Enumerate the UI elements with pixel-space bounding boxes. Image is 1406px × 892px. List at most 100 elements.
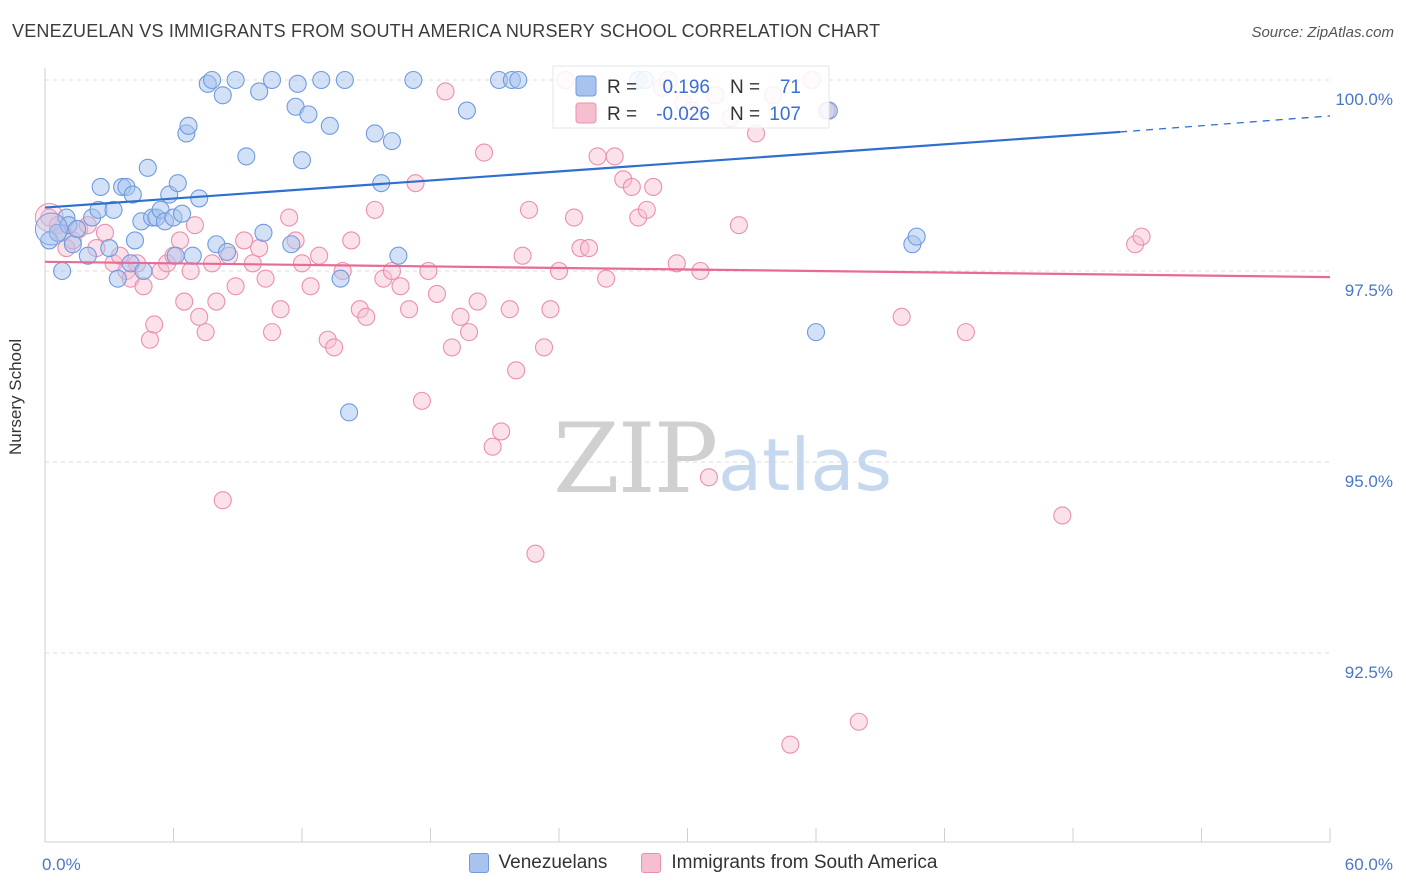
data-point-pink (588, 147, 607, 166)
data-point-blue (53, 261, 72, 281)
data-point-blue (123, 185, 142, 204)
data-point-pink (597, 269, 616, 288)
stat-pink-r-value: -0.026 (656, 104, 710, 125)
data-point-pink (301, 277, 320, 296)
legend-item-venezuelans[interactable]: Venezuelans (468, 852, 608, 874)
y-tick-label: 97.5% (1345, 281, 1393, 300)
data-point-blue (282, 235, 301, 254)
data-point-blue (179, 116, 198, 135)
data-point-blue (173, 204, 192, 223)
data-point-pink (342, 231, 361, 250)
watermark-zip: ZIP (553, 403, 716, 515)
legend-swatch-pink (641, 853, 662, 873)
stat-blue-r-value: 0.196 (662, 77, 710, 98)
chart-title: VENEZUELAN VS IMMIGRANTS FROM SOUTH AMER… (12, 21, 881, 41)
x-tick-label-start: 0.0% (42, 855, 81, 874)
stat-pink-n-value: 107 (769, 104, 801, 125)
data-point-blue (104, 200, 123, 219)
data-point-blue (299, 105, 318, 124)
data-point-blue (217, 242, 237, 261)
stats-swatch-blue (575, 75, 597, 97)
data-point-blue (68, 219, 87, 239)
data-point-blue (63, 235, 82, 254)
source-label: Source: ZipAtlas.com (1251, 24, 1394, 41)
data-point-pink (185, 216, 204, 235)
data-point-pink (513, 246, 532, 265)
series-blue-points (34, 70, 926, 422)
data-point-pink (892, 307, 911, 326)
data-point-blue (138, 158, 157, 177)
data-point-pink (181, 261, 200, 281)
legend-swatch-blue (468, 853, 489, 873)
data-point-pink (622, 177, 641, 197)
data-point-blue (365, 124, 384, 143)
data-point-pink (226, 277, 245, 296)
data-point-blue (288, 74, 307, 93)
legend-label-venezuelans: Venezuelans (498, 852, 608, 873)
data-point-pink (474, 143, 494, 162)
data-point-pink (213, 491, 232, 510)
data-point-pink (541, 300, 560, 319)
watermark-atlas: atlas (718, 423, 892, 507)
data-point-pink (956, 323, 975, 342)
data-point-pink (849, 712, 868, 731)
data-point-pink (534, 338, 554, 357)
stat-pink-n-label: N = (730, 104, 760, 125)
y-tick-label: 100.0% (1335, 90, 1393, 109)
data-point-pink (549, 261, 569, 281)
data-point-pink (451, 307, 470, 326)
data-point-pink (196, 323, 215, 342)
data-point-pink (391, 277, 410, 296)
data-point-pink (145, 315, 164, 334)
data-point-pink (492, 422, 511, 441)
data-point-blue (125, 231, 144, 250)
data-point-blue (907, 227, 926, 246)
data-point-pink (419, 261, 438, 281)
data-point-pink (644, 177, 663, 197)
data-point-pink (207, 292, 226, 311)
y-tick-label: 95.0% (1345, 472, 1393, 491)
data-point-blue (190, 189, 209, 208)
stat-blue-n-label: N = (730, 77, 760, 98)
stats-swatch-pink (575, 102, 597, 124)
data-point-pink (564, 208, 584, 227)
data-point-blue (382, 132, 402, 151)
data-point-pink (250, 239, 269, 258)
data-point-pink (175, 292, 194, 311)
watermark: ZIP atlas (553, 403, 892, 515)
axes (44, 68, 1331, 843)
data-point-pink (412, 391, 431, 410)
data-point-pink (436, 82, 455, 101)
x-tick-label-end: 60.0% (1345, 855, 1393, 874)
data-point-blue (262, 70, 282, 90)
data-point-pink (365, 200, 384, 219)
data-point-pink (292, 254, 312, 273)
data-point-pink (1053, 506, 1072, 525)
data-point-blue (34, 212, 68, 246)
data-point-pink (318, 330, 337, 349)
data-point-pink (691, 261, 710, 281)
data-point-blue (250, 82, 269, 101)
data-point-blue (806, 323, 826, 342)
data-point-pink (699, 468, 718, 487)
data-point-blue (340, 403, 359, 422)
y-tick-label: 92.5% (1345, 663, 1393, 682)
data-point-blue (78, 246, 97, 265)
data-point-pink (325, 338, 344, 357)
data-point-blue (166, 246, 185, 265)
data-point-pink (519, 200, 539, 219)
data-point-blue (312, 70, 331, 90)
data-point-pink (235, 231, 254, 250)
data-point-blue (183, 246, 202, 265)
data-point-pink (406, 174, 425, 193)
data-point-pink (170, 231, 189, 250)
data-point-blue (509, 70, 528, 90)
legend-item-immigrants[interactable]: Immigrants from South America (641, 852, 937, 874)
data-point-pink (95, 223, 115, 242)
legend: Venezuelans Immigrants from South Americ… (0, 852, 1406, 874)
y-tick-labels: 100.0% 97.5% 95.0% 92.5% (1335, 90, 1393, 682)
data-point-pink (526, 544, 545, 563)
data-point-pink (500, 300, 519, 319)
data-point-pink (280, 208, 299, 227)
